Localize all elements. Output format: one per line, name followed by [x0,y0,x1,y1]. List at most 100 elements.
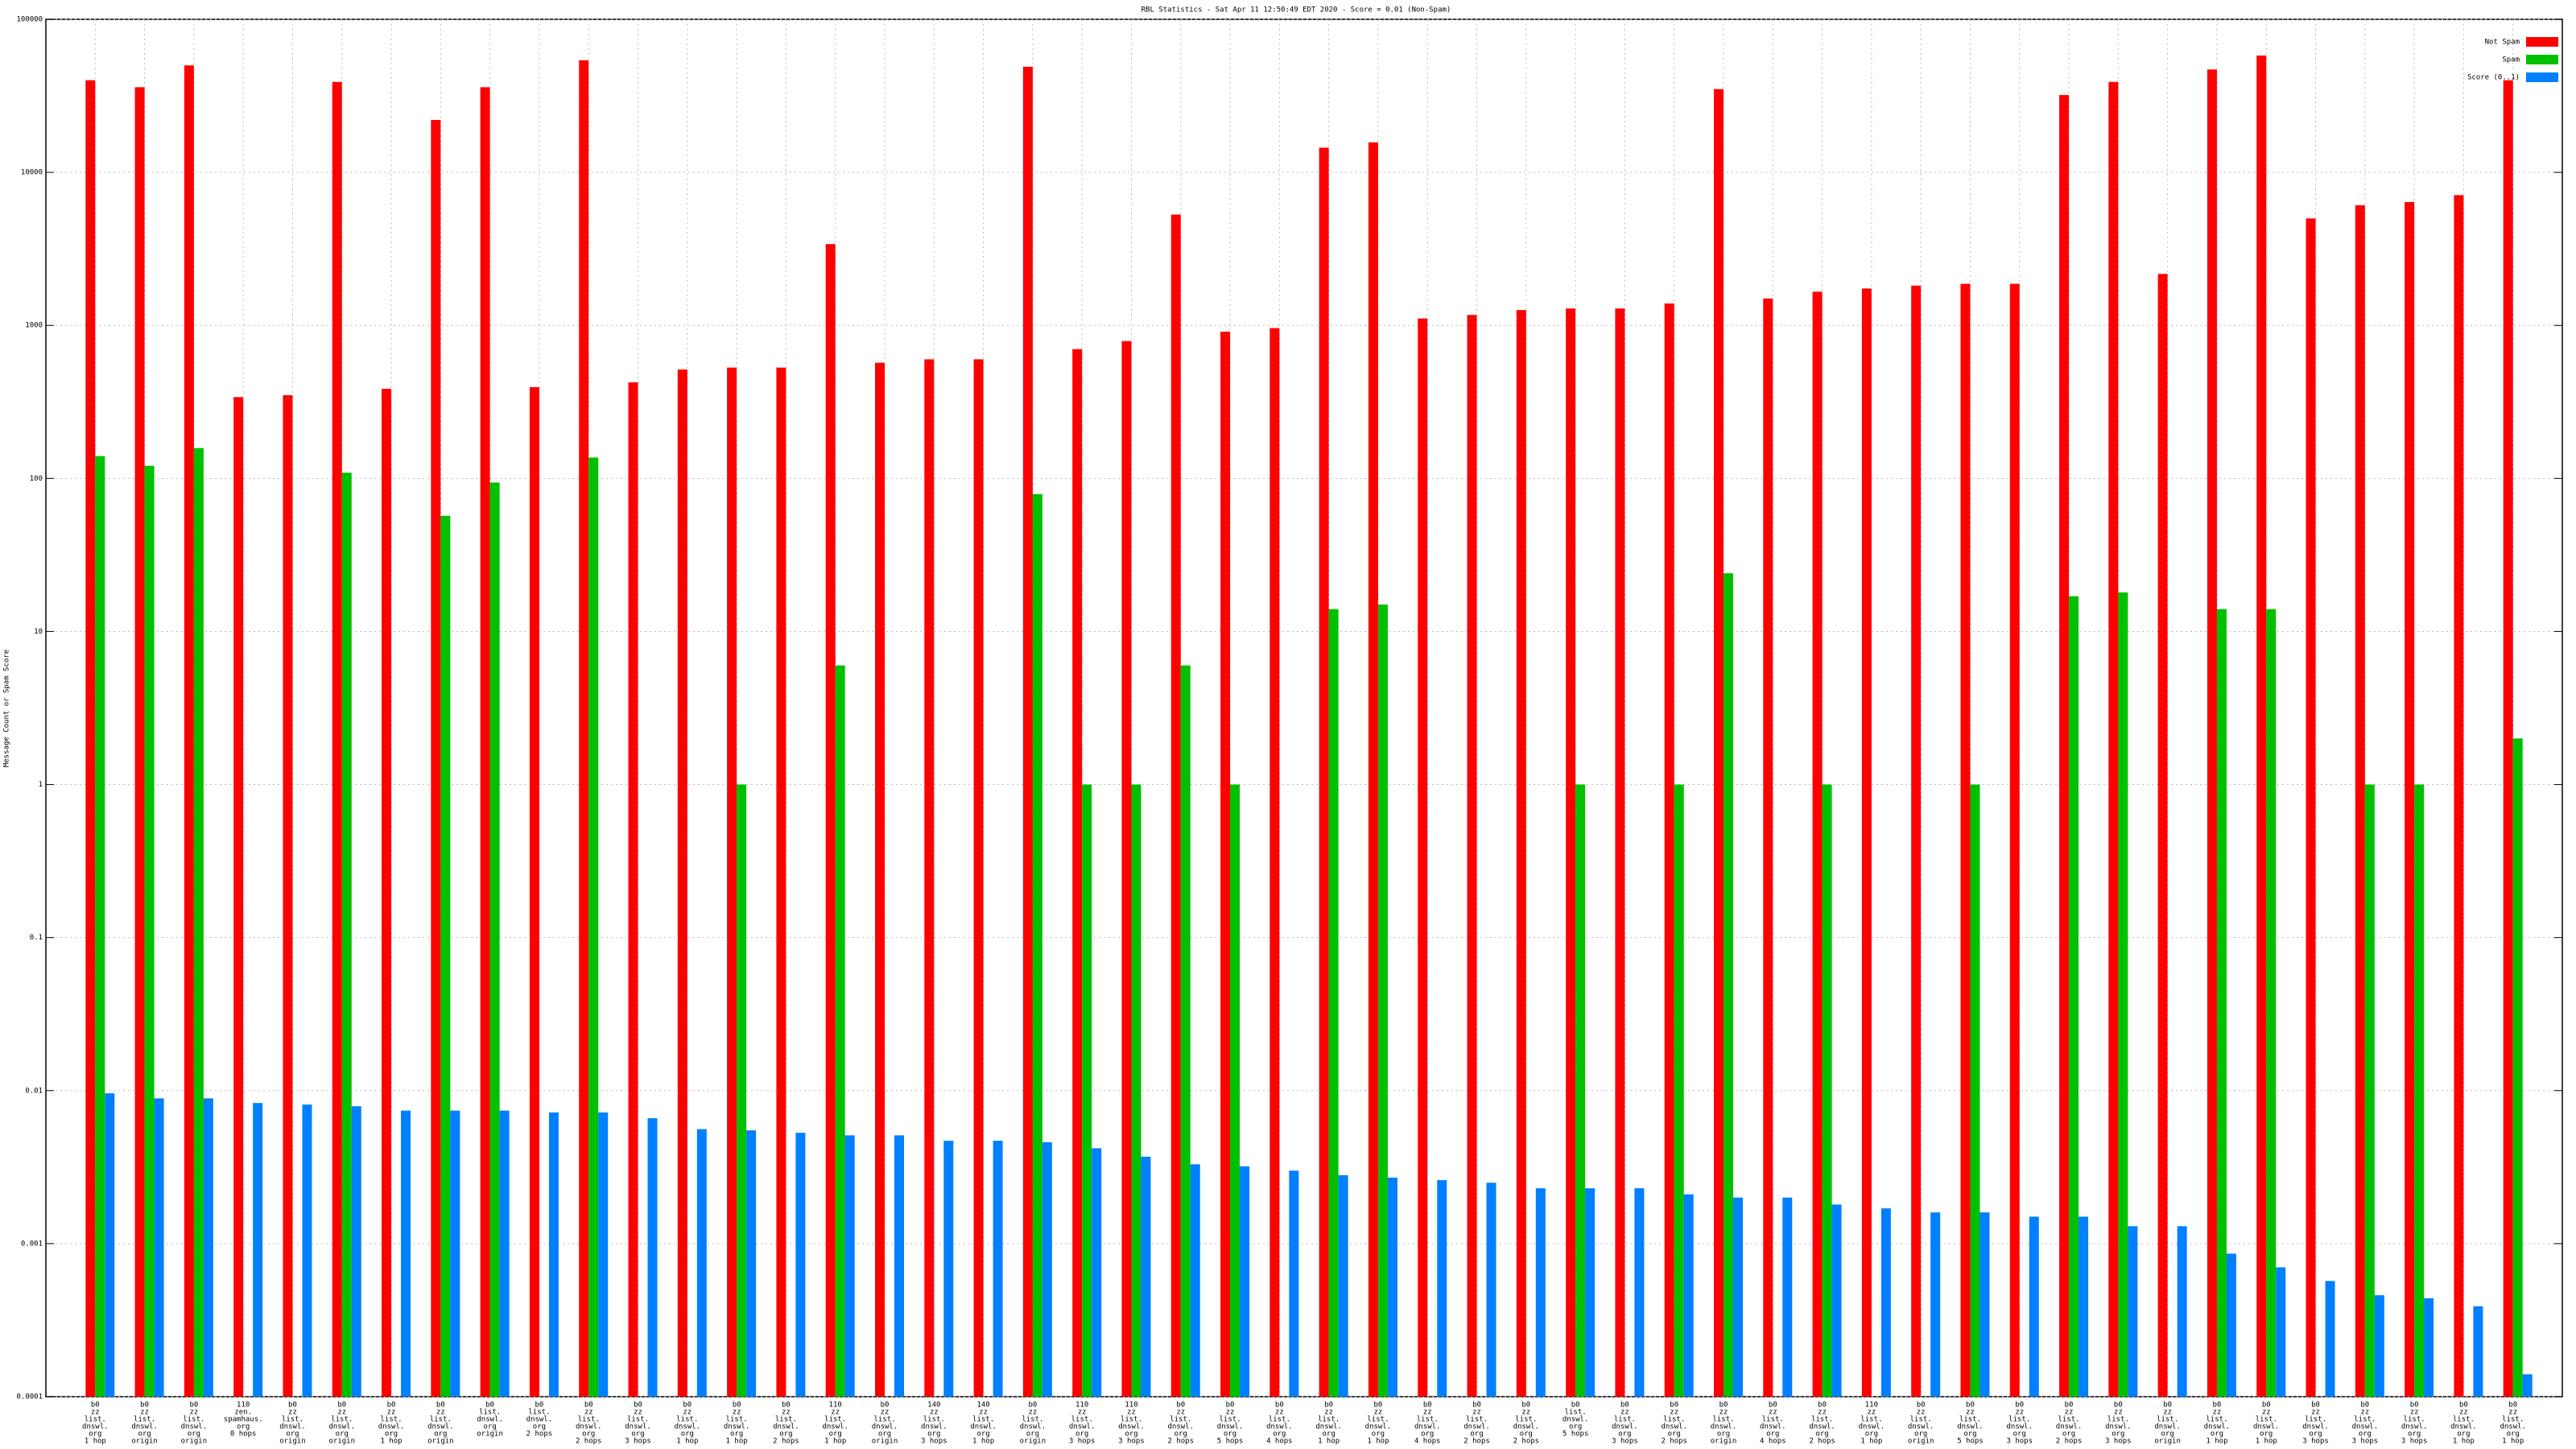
x-tick-label: zz [979,1409,988,1417]
bar [1812,291,1823,1397]
x-tick-label: org [582,1430,595,1439]
x-tick-label: b0 [1670,1402,1678,1410]
x-tick-label: org [89,1430,101,1439]
bar [95,456,105,1397]
x-tick-label: list. [627,1416,649,1424]
x-tick-label: dnswl. [1266,1423,1293,1431]
x-tick-label: b0 [634,1402,642,1410]
x-tick-label: dnswl. [1809,1423,1835,1431]
x-tick-label: b0 [2360,1402,2369,1410]
x-tick-label: zz [831,1409,840,1417]
x-tick-label: dnswl. [2450,1423,2477,1431]
bar [1831,1204,1842,1397]
x-tick-label: 1 hop [676,1438,698,1446]
x-tick-label: zz [2114,1409,2123,1417]
x-tick-label: zz [1078,1409,1087,1417]
x-tick-label: 2 hops [773,1438,799,1446]
x-tick-label: 110 [829,1402,842,1410]
x-tick-label: org [434,1430,447,1439]
bar [1763,298,1773,1397]
x-tick-label: 5 hops [1957,1438,1984,1446]
x-tick-label: org [2211,1430,2223,1439]
x-tick-label: org [2260,1430,2273,1439]
bar [2059,95,2070,1397]
x-tick-label: 110 [1865,1402,1878,1410]
bar [1724,573,1733,1397]
x-tick-label: 5 hops [1217,1438,1244,1446]
x-tick-label: list. [1910,1416,1932,1424]
x-tick-label: b0 [584,1402,593,1410]
x-tick-label: zz [930,1409,939,1417]
x-tick-label: dnswl. [724,1423,750,1431]
x-tick-label: zz [733,1409,741,1417]
bar [1911,285,1922,1397]
x-tick-label: origin [427,1438,454,1446]
x-tick-label: 1 hop [85,1438,106,1446]
x-tick-label: list. [2206,1416,2227,1424]
x-tick-label: 3 hops [2302,1438,2329,1446]
bar [302,1104,312,1397]
x-tick-label: 1 hop [1860,1438,1882,1446]
x-tick-label: b0 [1374,1402,1383,1410]
bar [746,1130,757,1397]
x-tick-label: zz [634,1409,642,1417]
bar [1032,493,1042,1397]
x-tick-label: b0 [1028,1402,1037,1410]
x-tick-label: 2 hops [2056,1438,2083,1446]
bar [1240,1166,1250,1397]
legend-swatch [2526,55,2558,64]
x-tick-label: b0 [1472,1402,1481,1410]
x-tick-label: org [2507,1430,2520,1439]
x-tick-label: list. [183,1416,204,1424]
x-tick-label: dnswl. [2500,1423,2526,1431]
bar [203,1098,213,1397]
x-tick-label: origin [279,1438,306,1446]
x-tick-label: 3 hops [2401,1438,2428,1446]
x-tick-label: b0 [1324,1402,1333,1410]
x-tick-label: list. [578,1416,600,1424]
bar [1269,328,1280,1397]
x-tick-label: dnswl. [2154,1423,2181,1431]
bar [1674,784,1684,1397]
y-tick-label: 10 [34,628,43,636]
x-tick-label: 1 hop [1318,1438,1340,1446]
bar [696,1129,707,1397]
bar [351,1106,361,1397]
bar [1714,89,1724,1397]
bar [85,80,96,1397]
bar [1230,784,1241,1397]
x-tick-label: zz [1324,1409,1333,1417]
bar [1467,315,1477,1397]
x-tick-label: zz [2065,1409,2074,1417]
x-tick-label: b0 [1176,1402,1185,1410]
x-tick-label: dnswl. [1711,1423,1737,1431]
legend-swatch [2526,37,2558,47]
bar [973,359,984,1397]
x-tick-label: org [1224,1430,1236,1439]
x-tick-label: list. [1712,1416,1734,1424]
x-tick-label: 2 hops [576,1438,602,1446]
x-tick-label: 1 hop [2502,1438,2524,1446]
bar [1190,1164,1200,1397]
bar [1092,1148,1102,1397]
bar [499,1110,510,1397]
y-tick-label: 100 [30,475,43,483]
x-tick-label: zz [2360,1409,2369,1417]
x-tick-label: list. [282,1416,303,1424]
x-tick-label: 1 hop [2453,1438,2475,1446]
x-tick-label: 2 hops [1809,1438,1835,1446]
x-tick-label: origin [1711,1438,1737,1446]
bar [332,81,342,1397]
x-tick-label: b0 [140,1402,149,1410]
y-tick-label: 0.1 [30,934,43,942]
x-tick-label: dnswl. [773,1423,799,1431]
bar [1328,609,1339,1397]
bar [2177,1226,2187,1397]
bar [529,386,539,1397]
bar [184,65,194,1397]
legend-label: Not Spam [2485,39,2520,47]
bar [2364,784,2375,1397]
x-tick-label: 3 hops [1612,1438,1638,1446]
bar [2266,609,2277,1397]
x-tick-label: list. [2305,1416,2326,1424]
